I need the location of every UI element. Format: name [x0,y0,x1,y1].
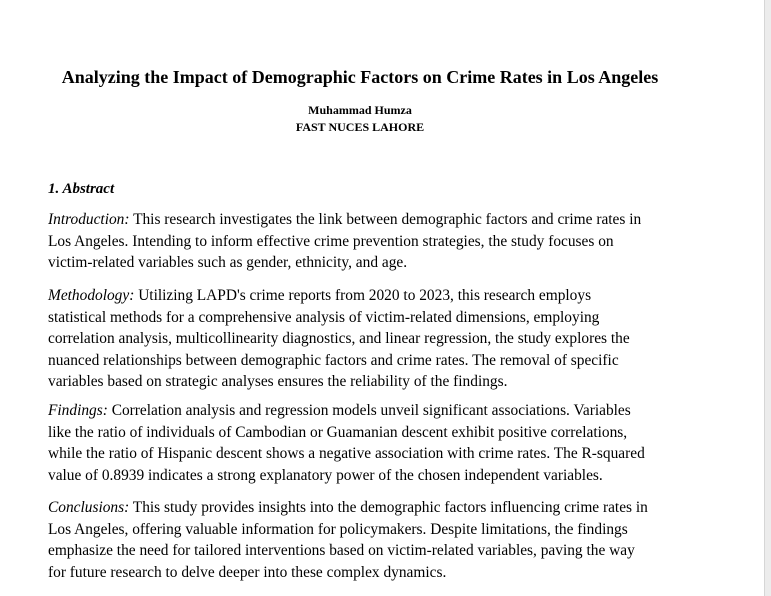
paragraph-lead: Findings: [48,402,108,419]
paragraph-lead: Methodology: [48,287,135,304]
line-text: Correlation analysis and regression mode… [107,402,631,419]
paragraph-line: like the ratio of individuals of Cambodi… [48,423,628,441]
line-text: This study provides insights into the de… [129,499,648,516]
paragraph-lead: Conclusions: [48,499,130,516]
paragraph-line: victim-related variables such as gender,… [48,254,408,271]
paragraph-line: Los Angeles, offering valuable informati… [48,520,628,538]
abstract-paragraph-introduction: Introduction: This research investigates… [48,209,688,274]
paragraph-line: correlation analysis, multicollinearity … [48,330,630,347]
paragraph-line: emphasize the need for tailored interven… [48,542,635,559]
section-heading-abstract: 1. Abstract [48,181,115,197]
paragraph-lead: Introduction: [48,211,130,228]
author-name: Muhammad Humza [308,103,412,117]
paper-title: Analyzing the Impact of Demographic Fact… [61,67,659,87]
abstract-paragraph-methodology: Methodology: Utilizing LAPD's crime repo… [48,285,688,393]
paragraph-line: variables based on strategic analyses en… [48,373,508,390]
paragraph-line: Los Angeles. Intending to inform effecti… [48,232,614,250]
abstract-paragraph-conclusions: Conclusions: This study provides insight… [48,497,688,583]
line-text: This research investigates the link betw… [129,211,642,228]
paragraph-line: for future research to delve deeper into… [48,563,447,581]
paragraph-line: Methodology: Utilizing LAPD's crime repo… [48,285,688,307]
paragraph-line: while the ratio of Hispanic descent show… [48,445,645,462]
paragraph-line: statistical methods for a comprehensive … [48,308,600,326]
paragraph-line: nuanced relationships between demographi… [48,351,619,369]
paragraph-line: Introduction: This research investigates… [48,209,688,231]
paragraph-line: Conclusions: This study provides insight… [48,497,688,519]
vertical-scrollbar[interactable] [764,0,771,596]
author-affiliation: FAST NUCES LAHORE [295,120,425,134]
paragraph-line: Findings: Correlation analysis and regre… [48,400,688,422]
paragraph-line: value of 0.8939 indicates a strong expla… [48,466,603,484]
abstract-paragraph-findings: Findings: Correlation analysis and regre… [48,400,688,486]
line-text: Utilizing LAPD's crime reports from 2020… [134,287,592,304]
